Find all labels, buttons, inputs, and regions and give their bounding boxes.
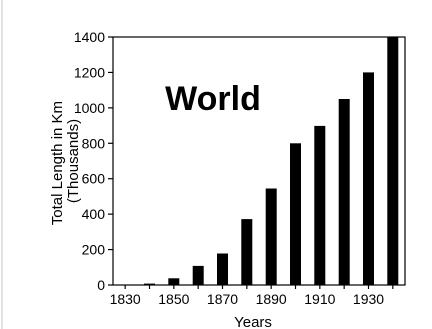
bar-1880 <box>241 219 253 285</box>
x-tick-label-1930: 1930 <box>353 291 384 307</box>
bar-1900 <box>290 143 301 285</box>
bar-1860 <box>192 265 204 285</box>
plot-frame <box>112 36 406 286</box>
x-tick-label-1850: 1850 <box>158 291 189 307</box>
x-tick-label-1870: 1870 <box>207 291 238 307</box>
bar-1870 <box>217 253 228 285</box>
bar-1910 <box>314 125 326 286</box>
bar-1940 <box>387 37 399 285</box>
bar-1840 <box>144 283 155 285</box>
x-ticks-group: 1830 1850 1870 1890 1910 1930 <box>110 285 394 307</box>
bar-1850 <box>168 278 180 285</box>
y-ticks-group: 0 200 400 600 800 1000 1200 1400 <box>74 29 113 293</box>
bar-1890 <box>265 188 277 285</box>
y-axis-title-line-1: Total Length in Km <box>49 101 66 225</box>
bar-1920 <box>338 99 350 285</box>
y-tick-label-400: 400 <box>82 206 106 222</box>
y-axis-title-line-2: (Thousands) <box>65 119 82 203</box>
chart-title: World <box>165 80 261 118</box>
bar-1930 <box>363 72 374 286</box>
x-axis-title: Years <box>234 314 272 329</box>
y-tick-label-800: 800 <box>82 135 106 151</box>
y-tick-label-0: 0 <box>97 277 105 293</box>
y-tick-label-1400: 1400 <box>74 29 105 45</box>
x-tick-label-1910: 1910 <box>304 291 335 307</box>
x-tick-label-1830: 1830 <box>110 291 141 307</box>
y-tick-label-1200: 1200 <box>74 64 105 80</box>
y-tick-label-200: 200 <box>82 242 106 258</box>
y-tick-label-600: 600 <box>82 171 106 187</box>
y-tick-label-1000: 1000 <box>74 100 105 116</box>
y-axis-title: Total Length in Km (Thousands) <box>49 97 82 225</box>
x-tick-label-1890: 1890 <box>256 291 287 307</box>
bars-group <box>144 37 399 286</box>
axes <box>112 36 406 286</box>
